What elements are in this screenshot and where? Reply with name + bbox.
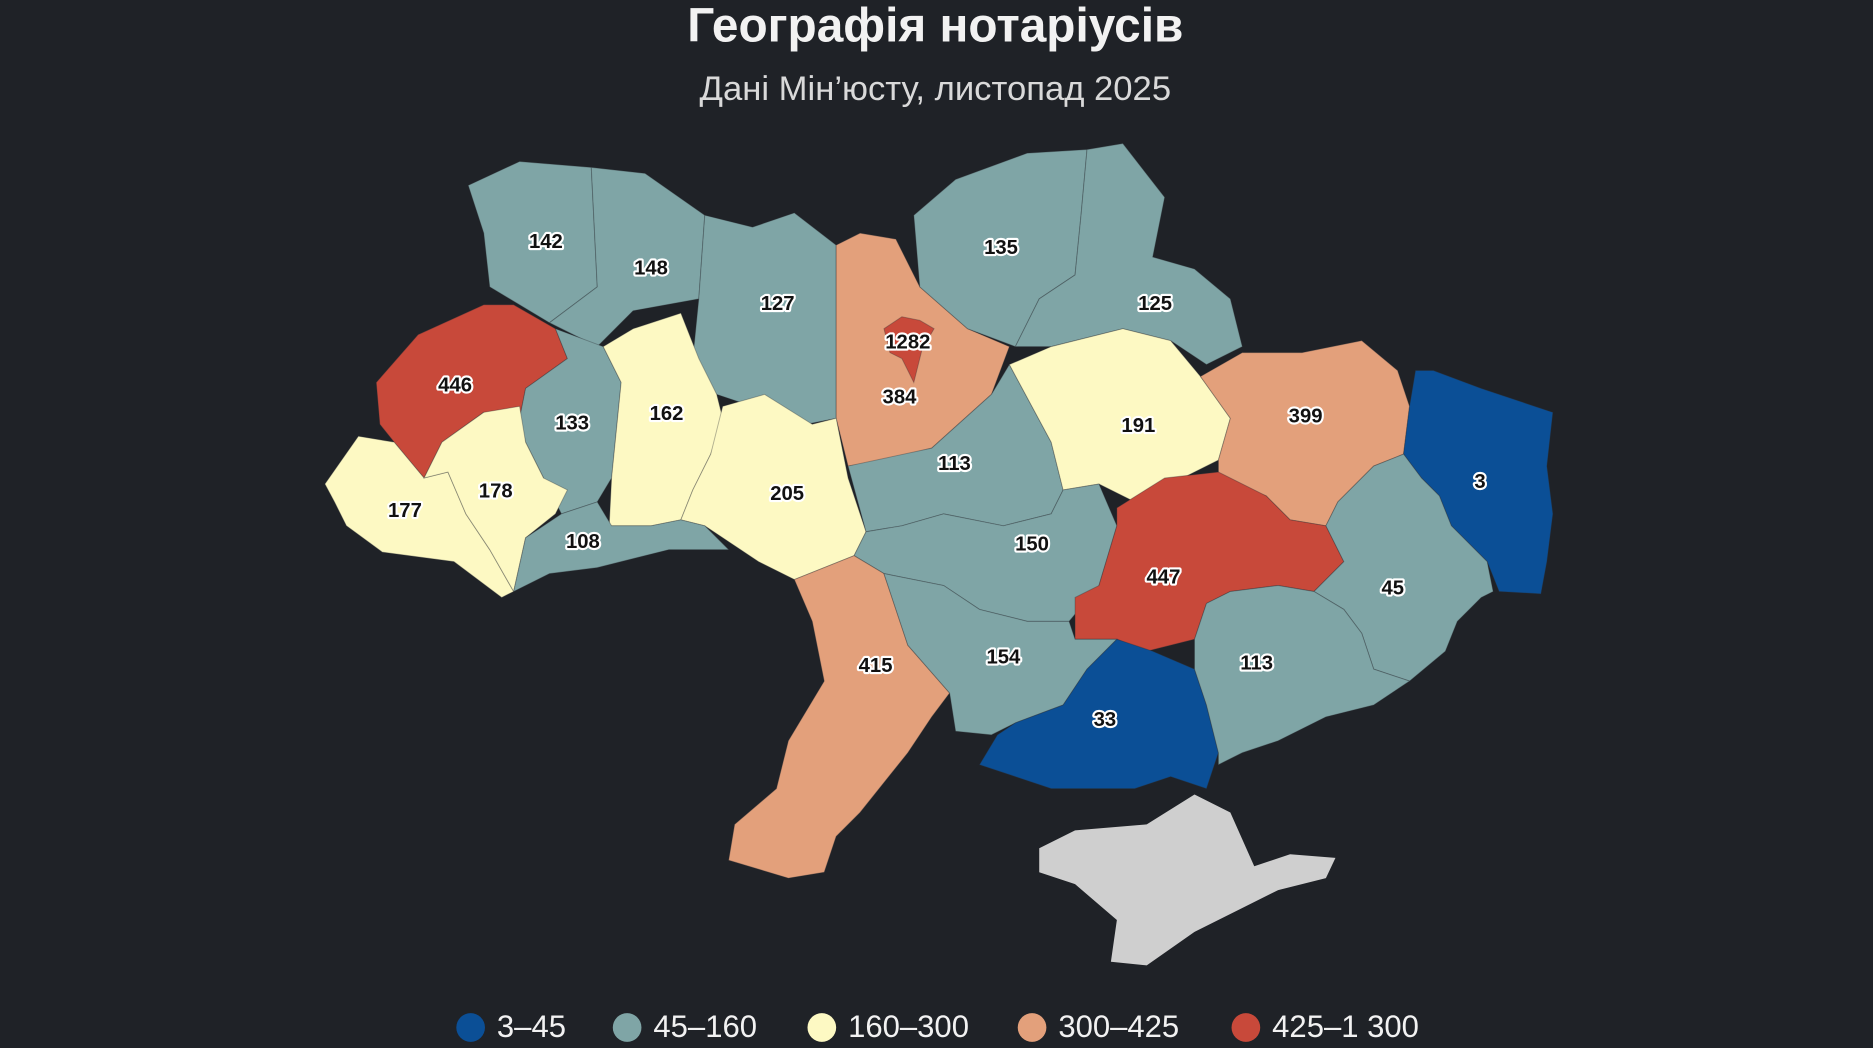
region-value: 125 bbox=[1138, 293, 1172, 315]
region bbox=[692, 212, 837, 425]
region-value: 178 bbox=[479, 481, 513, 503]
region-value: 191 bbox=[1121, 415, 1155, 437]
region-value: 447 bbox=[1147, 567, 1181, 589]
legend-label: 425–1 300 bbox=[1272, 1009, 1419, 1044]
region bbox=[883, 316, 935, 384]
region-value: 162 bbox=[650, 403, 684, 425]
region-value: 205 bbox=[770, 483, 804, 505]
region-value: 399 bbox=[1289, 405, 1323, 427]
regions bbox=[324, 143, 1554, 879]
region-value: 150 bbox=[1015, 533, 1049, 555]
region bbox=[423, 405, 569, 593]
subtitle: Дані Мін’юсту, листопад 2025 bbox=[700, 70, 1172, 108]
region-value: 113 bbox=[1240, 653, 1273, 675]
region bbox=[1194, 585, 1411, 766]
region-value: 113 bbox=[938, 453, 971, 475]
region-value: 133 bbox=[555, 413, 589, 435]
region-value: 148 bbox=[634, 257, 668, 279]
region bbox=[1014, 143, 1243, 366]
crimea bbox=[1039, 794, 1336, 966]
region-value: 415 bbox=[859, 655, 893, 677]
region bbox=[548, 166, 706, 348]
region-value: 142 bbox=[529, 231, 563, 253]
region-value: 108 bbox=[566, 531, 600, 553]
region-value: 33 bbox=[1094, 709, 1117, 731]
region-value: 384 bbox=[883, 386, 918, 408]
region bbox=[512, 501, 730, 593]
region-value: 45 bbox=[1382, 577, 1405, 599]
region-value: 154 bbox=[986, 647, 1021, 669]
legend: 3–45 45–160 160–300 300–425 425–1 300 bbox=[456, 1009, 1419, 1044]
legend-swatch bbox=[456, 1013, 485, 1042]
labels: 142 148 127 384 135 125 446 133 162 205 113 191 399 3… bbox=[386, 229, 1488, 733]
legend-swatch bbox=[1017, 1013, 1047, 1042]
legend-swatch bbox=[807, 1013, 837, 1042]
region bbox=[835, 232, 1010, 467]
legend-label: 3–45 bbox=[497, 1009, 566, 1044]
region-value: 127 bbox=[761, 293, 795, 315]
region-value: 446 bbox=[438, 374, 472, 396]
region-value: 177 bbox=[388, 500, 422, 522]
region-value: 3 bbox=[1474, 471, 1485, 493]
legend-label: 45–160 bbox=[653, 1009, 757, 1044]
legend-swatch bbox=[612, 1013, 642, 1042]
title: Географія нотаріусів bbox=[687, 0, 1183, 52]
legend-swatch bbox=[1231, 1013, 1261, 1042]
region-value: 1282 bbox=[885, 331, 930, 353]
region-value: 135 bbox=[984, 237, 1018, 259]
legend-label: 160–300 bbox=[848, 1009, 969, 1044]
legend-label: 300–425 bbox=[1058, 1009, 1179, 1044]
